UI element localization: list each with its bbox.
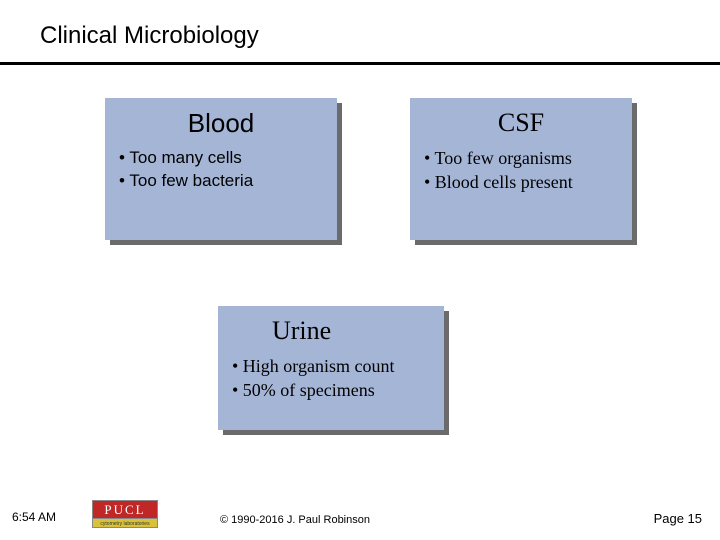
card-blood-title: Blood	[119, 108, 323, 139]
card-blood-bullet-1: • Too few bacteria	[119, 170, 323, 193]
card-csf-bullet-1: • Blood cells present	[424, 170, 618, 194]
card-blood-bullet-0: • Too many cells	[119, 147, 323, 170]
card-urine-title: Urine	[232, 316, 430, 346]
footer-copyright: © 1990-2016 J. Paul Robinson	[220, 514, 370, 526]
card-urine-bullet-1: • 50% of specimens	[232, 378, 430, 402]
logo-top-text: PUCL	[92, 500, 158, 518]
card-urine-bullet-0: • High organism count	[232, 354, 430, 378]
card-csf-title: CSF	[424, 108, 618, 138]
card-urine: Urine • High organism count • 50% of spe…	[218, 306, 444, 430]
title-rule	[0, 62, 720, 65]
card-csf-bullet-0: • Too few organisms	[424, 146, 618, 170]
logo-pucl: PUCL cytometry laboratories	[92, 500, 158, 530]
footer-page: Page 15	[654, 511, 702, 526]
card-csf: CSF • Too few organisms • Blood cells pr…	[410, 98, 632, 240]
logo-bottom-text: cytometry laboratories	[92, 518, 158, 528]
footer-time: 6:54 AM	[12, 510, 56, 524]
card-blood: Blood • Too many cells • Too few bacteri…	[105, 98, 337, 240]
slide-title: Clinical Microbiology	[40, 22, 259, 50]
